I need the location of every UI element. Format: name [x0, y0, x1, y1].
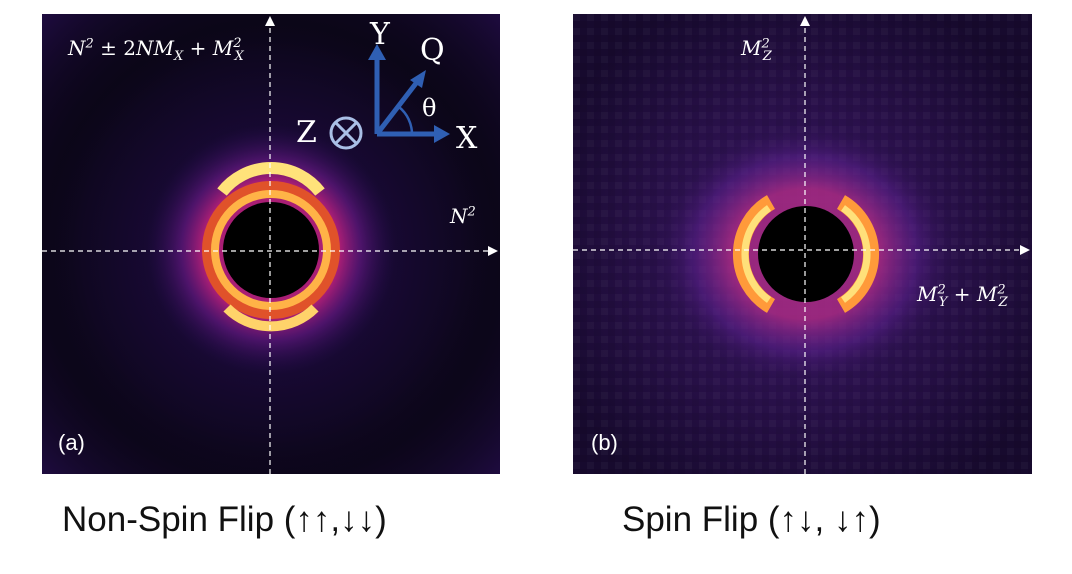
q-arrowhead-icon [410, 70, 426, 88]
y-axis-label: Y [370, 17, 390, 52]
heatmap-b-lobe-right-hot [840, 205, 871, 303]
z-cross-line-2 [334, 121, 358, 145]
heatmap-b [573, 14, 1032, 474]
coordinate-inset [329, 44, 450, 150]
panel-a-label: (a) [58, 430, 85, 455]
panel-a-right-formula: N2 [450, 204, 476, 228]
y-arrowhead-icon [368, 44, 386, 60]
theta-arc [398, 106, 414, 135]
panel-b-heatmap: M2Z M2Y + M2Z (b) [573, 14, 1032, 474]
panel-b-top-formula: M2Z [741, 36, 772, 64]
panel-a-heatmap: N2 ± 2NMX + M2X N2 Y Q θ X Z (a) [42, 14, 500, 474]
horizontal-arrowhead-a [488, 246, 498, 256]
heatmap-b-lobe-left-hot [741, 205, 772, 303]
heatmap-b-lobe-right [836, 195, 880, 313]
heatmap-b-beamstop [758, 206, 854, 302]
heatmap-a [42, 14, 500, 474]
vertical-arrowhead-a [265, 16, 275, 26]
panel-b-label: (b) [591, 430, 618, 455]
caption-non-spin-flip: Non-Spin Flip (↑↑,↓↓) [62, 500, 387, 539]
panel-a-top-formula: N2 ± 2NMX + M2X [68, 36, 244, 64]
heatmap-a-ring-bottom-hot [223, 304, 319, 332]
caption-spin-flip: Spin Flip (↑↓, ↓↑) [622, 500, 881, 539]
panel-b-right-formula: M2Y + M2Z [917, 282, 1008, 310]
x-axis-label: X [456, 121, 478, 156]
q-vector-label: Q [420, 33, 445, 68]
heatmap-a-ring-outer [202, 181, 340, 319]
heatmap-a-ring [211, 190, 331, 310]
heatmap-a-beamstop [223, 202, 319, 298]
z-axis-label: Z [296, 115, 317, 150]
z-into-page-icon [329, 116, 363, 150]
heatmap-a-ring-top-hot [217, 161, 325, 196]
horizontal-arrowhead-b [1020, 245, 1030, 255]
vertical-arrowhead-b [800, 16, 810, 26]
q-vector-arrow [375, 80, 419, 136]
x-arrowhead-icon [434, 125, 450, 143]
theta-label: θ [422, 94, 437, 122]
heatmap-b-lobe-left [732, 195, 776, 313]
